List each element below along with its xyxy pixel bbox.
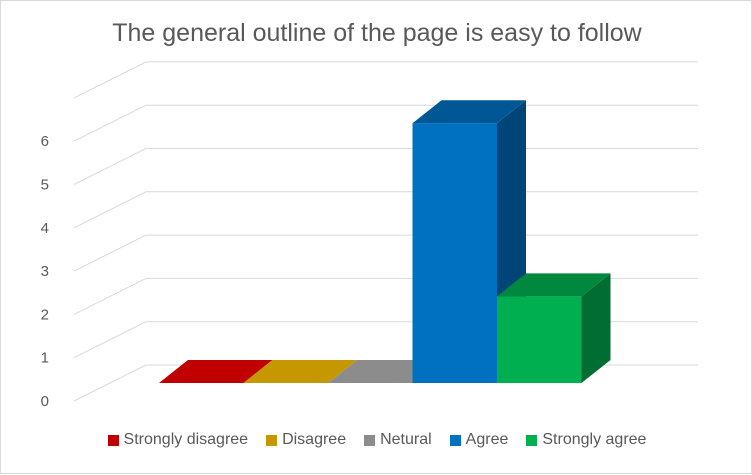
legend-swatch bbox=[107, 434, 119, 446]
y-tick-label: 4 bbox=[41, 220, 49, 237]
legend-swatch bbox=[364, 434, 376, 446]
bar-1-floor bbox=[243, 360, 357, 383]
bar-3-front bbox=[412, 123, 497, 383]
legend-label: Netural bbox=[380, 431, 432, 448]
gridline-side-1 bbox=[73, 321, 147, 359]
legend-label: Disagree bbox=[282, 431, 347, 448]
legend-item: Strongly agree bbox=[526, 431, 646, 449]
gridline-side-3 bbox=[73, 234, 147, 272]
y-tick-label: 3 bbox=[41, 263, 49, 280]
bar-4-front bbox=[497, 296, 582, 383]
bar-4-top bbox=[497, 273, 611, 297]
legend-item: Disagree bbox=[266, 431, 346, 449]
bar-4-side bbox=[581, 273, 611, 383]
y-tick-label: 5 bbox=[41, 177, 49, 194]
legend-swatch bbox=[266, 434, 278, 446]
gridline-side-5 bbox=[73, 148, 147, 185]
legend-label: Strongly agree bbox=[542, 431, 647, 448]
legend-item: Netural bbox=[364, 431, 432, 449]
y-tick-label: 2 bbox=[41, 306, 49, 323]
chart-title: The general outline of the page is easy … bbox=[112, 19, 642, 47]
legend-item: Agree bbox=[449, 431, 509, 449]
gridline-side-4 bbox=[73, 191, 147, 229]
legend-swatch bbox=[449, 434, 461, 446]
legend-label: Agree bbox=[465, 431, 509, 448]
gridline-side-2 bbox=[73, 277, 147, 315]
y-tick-label: 6 bbox=[41, 133, 49, 150]
y-tick-label: 0 bbox=[41, 393, 49, 410]
bar-0-floor bbox=[159, 360, 273, 383]
gridline-side-6 bbox=[73, 104, 147, 142]
gridline-side-top bbox=[73, 61, 147, 99]
bar-3-top bbox=[412, 100, 526, 124]
y-tick-label: 1 bbox=[41, 350, 49, 367]
chart-legend: Strongly disagree Disagree Netural Agree Str… bbox=[1, 431, 752, 449]
legend-item: Strongly disagree bbox=[107, 431, 249, 449]
legend-label: Strongly disagree bbox=[123, 431, 249, 448]
legend-swatch bbox=[526, 434, 538, 446]
gridline-side-0 bbox=[73, 364, 147, 402]
